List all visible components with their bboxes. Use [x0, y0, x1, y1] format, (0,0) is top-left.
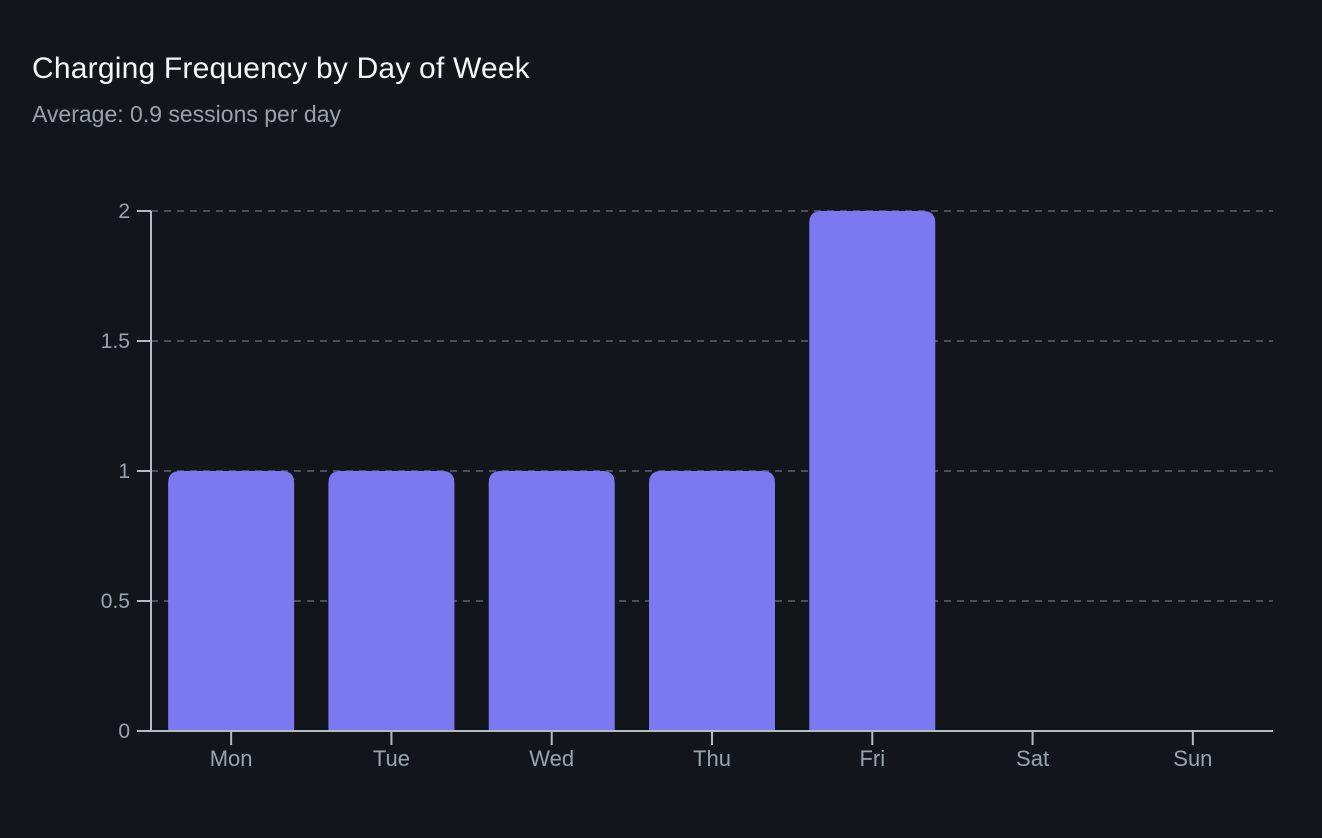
x-tick-label: Wed — [529, 746, 574, 771]
x-tick-label: Mon — [210, 746, 253, 771]
x-tick-label: Sun — [1173, 746, 1212, 771]
bar-tue — [328, 471, 455, 731]
chart-title: Charging Frequency by Day of Week — [32, 52, 530, 85]
x-tick-label: Fri — [859, 746, 885, 771]
bar-fri — [809, 211, 936, 731]
chart-subtitle: Average: 0.9 sessions per day — [32, 101, 341, 127]
y-tick-label: 2 — [118, 200, 130, 223]
y-tick-label: 1.5 — [101, 330, 130, 353]
bar-wed — [488, 471, 615, 731]
x-tick-label: Sat — [1016, 746, 1049, 771]
y-tick-label: 0 — [118, 720, 130, 743]
x-tick-label: Tue — [373, 746, 410, 771]
y-tick-label: 0.5 — [101, 590, 130, 613]
x-tick-label: Thu — [693, 746, 731, 771]
bar-mon — [168, 471, 295, 731]
y-tick-label: 1 — [118, 460, 130, 483]
bar-thu — [649, 471, 775, 731]
